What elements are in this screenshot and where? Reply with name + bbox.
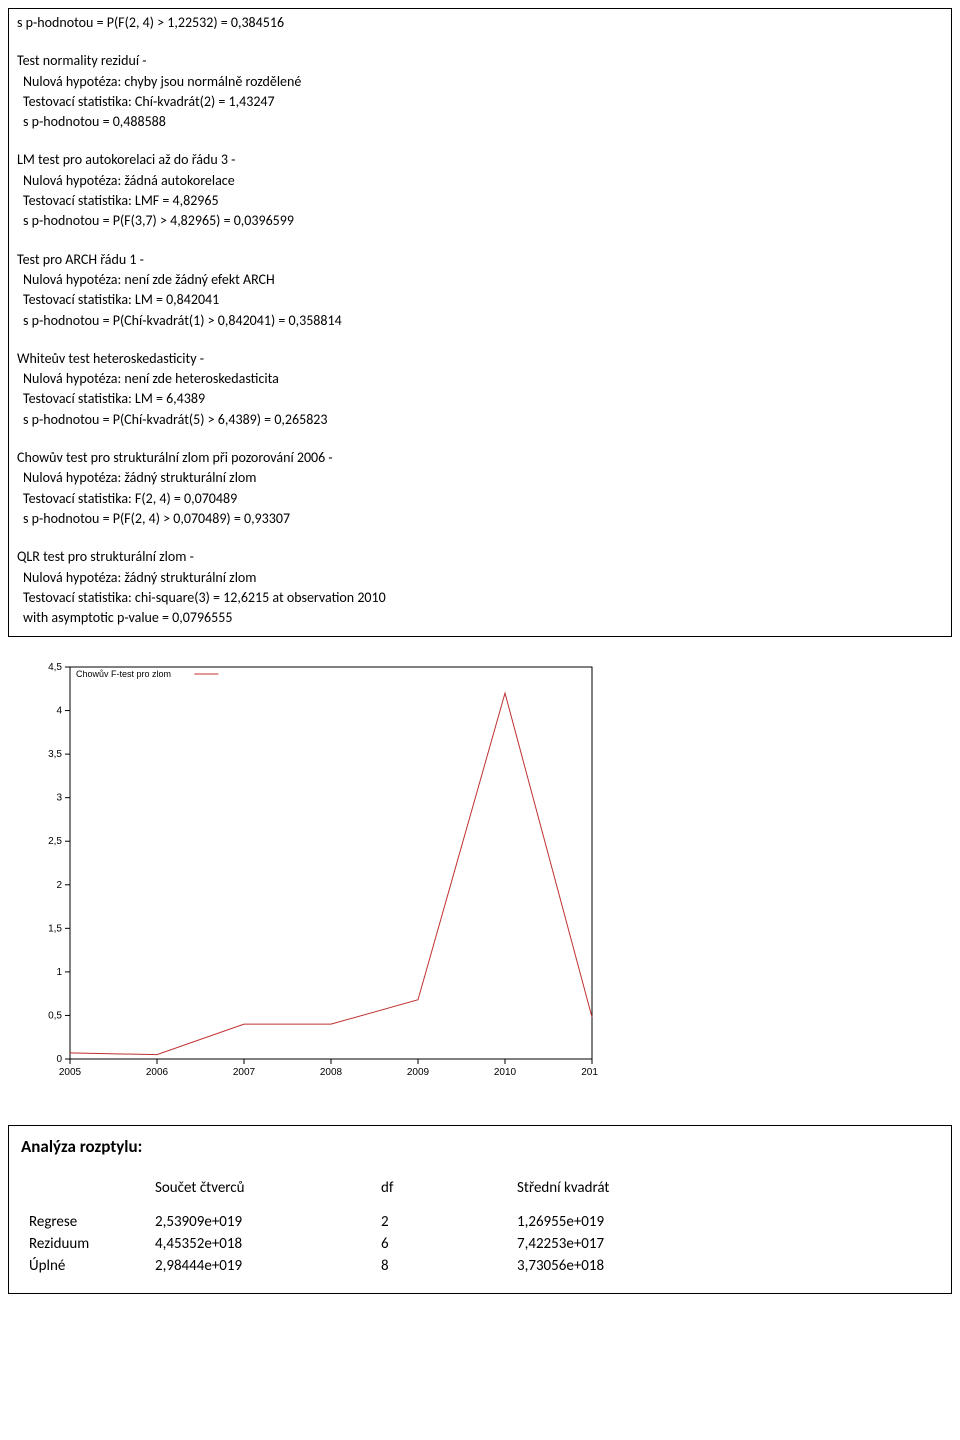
anova-table: Součet čtvercůdfStřední kvadrátRegrese2,… <box>21 1177 745 1277</box>
anova-cell: 6 <box>373 1233 509 1255</box>
anova-cell: Reziduum <box>21 1233 147 1255</box>
block-h0: Nulová hypotéza: žádná autokorelace <box>17 171 943 191</box>
anova-cell: 2,98444e+019 <box>147 1255 373 1277</box>
block-stat: Testovací statistika: chi-square(3) = 12… <box>17 588 943 608</box>
block-h0: Nulová hypotéza: není zde heteroskedasti… <box>17 369 943 389</box>
white-block: Whiteův test heteroskedasticity - Nulová… <box>17 349 943 430</box>
svg-text:2005: 2005 <box>59 1067 82 1078</box>
anova-header: Střední kvadrát <box>509 1177 745 1211</box>
svg-text:2: 2 <box>56 880 62 891</box>
block-stat: Testovací statistika: LMF = 4,82965 <box>17 191 943 211</box>
block-title: Test pro ARCH řádu 1 - <box>17 250 943 270</box>
chow-chart: 0 0,5 1 1,5 2 2,5 3 3,5 4 4,5 2005 2006 2007 2008 2009… <box>38 661 952 1085</box>
svg-text:2007: 2007 <box>233 1067 256 1078</box>
block-title: Whiteův test heteroskedasticity - <box>17 349 943 369</box>
block-stat: Testovací statistika: LM = 0,842041 <box>17 290 943 310</box>
normality-block: Test normality reziduí - Nulová hypotéza… <box>17 51 943 132</box>
table-row: Reziduum4,45352e+01867,42253e+017 <box>21 1233 745 1255</box>
svg-text:4,5: 4,5 <box>48 662 62 673</box>
block-stat: Testovací statistika: Chí-kvadrát(2) = 1… <box>17 92 943 112</box>
qlr-block: QLR test pro strukturální zlom - Nulová … <box>17 547 943 628</box>
anova-header: df <box>373 1177 509 1211</box>
block-pval: s p-hodnotou = P(F(2, 4) > 0,070489) = 0… <box>17 509 943 529</box>
anova-header <box>21 1177 147 1211</box>
anova-cell: 7,42253e+017 <box>509 1233 745 1255</box>
svg-text:2011: 2011 <box>581 1067 598 1078</box>
svg-text:2009: 2009 <box>407 1067 430 1078</box>
arch-block: Test pro ARCH řádu 1 - Nulová hypotéza: … <box>17 250 943 331</box>
block-h0: Nulová hypotéza: chyby jsou normálně roz… <box>17 72 943 92</box>
svg-text:2,5: 2,5 <box>48 837 62 848</box>
table-row: Regrese2,53909e+01921,26955e+019 <box>21 1211 745 1233</box>
svg-text:2010: 2010 <box>494 1067 517 1078</box>
anova-cell: 2 <box>373 1211 509 1233</box>
stat-text: s p-hodnotou = P(F(2, 4) > 1,22532) = 0,… <box>17 14 284 31</box>
anova-cell: 2,53909e+019 <box>147 1211 373 1233</box>
block-pval: with asymptotic p-value = 0,0796555 <box>17 608 943 628</box>
stat-line: s p-hodnotou = P(F(2, 4) > 1,22532) = 0,… <box>17 13 943 33</box>
anova-cell: 1,26955e+019 <box>509 1211 745 1233</box>
stats-text-box: s p-hodnotou = P(F(2, 4) > 1,22532) = 0,… <box>8 8 952 637</box>
table-row: Úplné2,98444e+01983,73056e+018 <box>21 1255 745 1277</box>
block-title: LM test pro autokorelaci až do řádu 3 - <box>17 150 943 170</box>
chow-block: Chowův test pro strukturální zlom při po… <box>17 448 943 529</box>
svg-text:4: 4 <box>56 706 62 717</box>
block-pval: s p-hodnotou = 0,488588 <box>17 112 943 132</box>
svg-text:1,5: 1,5 <box>48 924 62 935</box>
svg-text:2006: 2006 <box>146 1067 169 1078</box>
block-stat: Testovací statistika: LM = 6,4389 <box>17 389 943 409</box>
svg-text:2008: 2008 <box>320 1067 343 1078</box>
anova-title: Analýza rozptylu: <box>21 1136 939 1157</box>
svg-text:3: 3 <box>56 793 62 804</box>
block-h0: Nulová hypotéza: žádný strukturální zlom <box>17 468 943 488</box>
block-pval: s p-hodnotou = P(Chí-kvadrát(5) > 6,4389… <box>17 410 943 430</box>
block-pval: s p-hodnotou = P(F(3,7) > 4,82965) = 0,0… <box>17 211 943 231</box>
block-title: Chowův test pro strukturální zlom při po… <box>17 448 943 468</box>
anova-cell: Regrese <box>21 1211 147 1233</box>
block-title: Test normality reziduí - <box>17 51 943 71</box>
svg-text:1: 1 <box>56 967 62 978</box>
anova-box: Analýza rozptylu: Součet čtvercůdfStředn… <box>8 1125 952 1294</box>
block-h0: Nulová hypotéza: žádný strukturální zlom <box>17 568 943 588</box>
anova-cell: 8 <box>373 1255 509 1277</box>
block-h0: Nulová hypotéza: není zde žádný efekt AR… <box>17 270 943 290</box>
svg-text:0,5: 0,5 <box>48 1011 62 1022</box>
anova-cell: 3,73056e+018 <box>509 1255 745 1277</box>
block-stat: Testovací statistika: F(2, 4) = 0,070489 <box>17 489 943 509</box>
anova-cell: Úplné <box>21 1255 147 1277</box>
svg-text:Chowův F-test pro zlom: Chowův F-test pro zlom <box>76 669 171 679</box>
chow-chart-svg: 0 0,5 1 1,5 2 2,5 3 3,5 4 4,5 2005 2006 2007 2008 2009… <box>38 661 598 1081</box>
block-title: QLR test pro strukturální zlom - <box>17 547 943 567</box>
svg-text:0: 0 <box>56 1054 62 1065</box>
svg-text:3,5: 3,5 <box>48 750 62 761</box>
lm-block: LM test pro autokorelaci až do řádu 3 - … <box>17 150 943 231</box>
anova-header: Součet čtverců <box>147 1177 373 1211</box>
block-pval: s p-hodnotou = P(Chí-kvadrát(1) > 0,8420… <box>17 311 943 331</box>
anova-cell: 4,45352e+018 <box>147 1233 373 1255</box>
